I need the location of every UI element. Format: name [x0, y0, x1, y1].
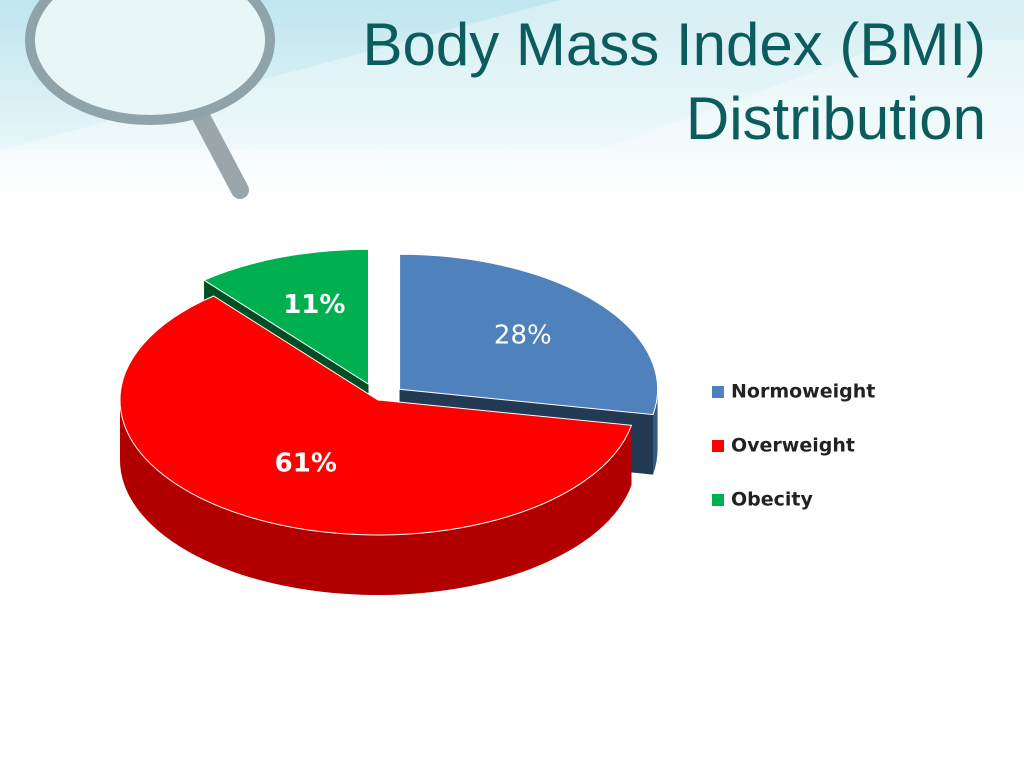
legend-label: Overweight	[731, 435, 855, 457]
legend-label: Normoweight	[731, 381, 875, 403]
legend-swatch	[712, 386, 724, 398]
slice-side-wall-shade	[120, 400, 632, 595]
magnifier-lens	[25, 0, 275, 125]
slice-side-wall	[120, 400, 632, 595]
pie-slice	[202, 248, 370, 386]
pie-slice	[119, 295, 633, 536]
slide-title: Body Mass Index (BMI) Distribution	[362, 11, 986, 152]
legend-swatch	[712, 440, 724, 452]
legend-swatch	[712, 494, 724, 506]
data-label: 11%	[283, 290, 345, 320]
slice-side-wall	[653, 389, 658, 475]
header-stripe	[0, 0, 1024, 150]
header-stripe	[600, 40, 1024, 150]
magnifier-handle	[186, 96, 249, 199]
data-label: 61%	[275, 448, 337, 478]
legend-label: Obecity	[731, 489, 813, 511]
header-fade	[0, 150, 1024, 200]
data-label: 28%	[494, 320, 552, 350]
slice-side-wall-shade	[653, 389, 658, 475]
pie-slice	[399, 253, 659, 416]
